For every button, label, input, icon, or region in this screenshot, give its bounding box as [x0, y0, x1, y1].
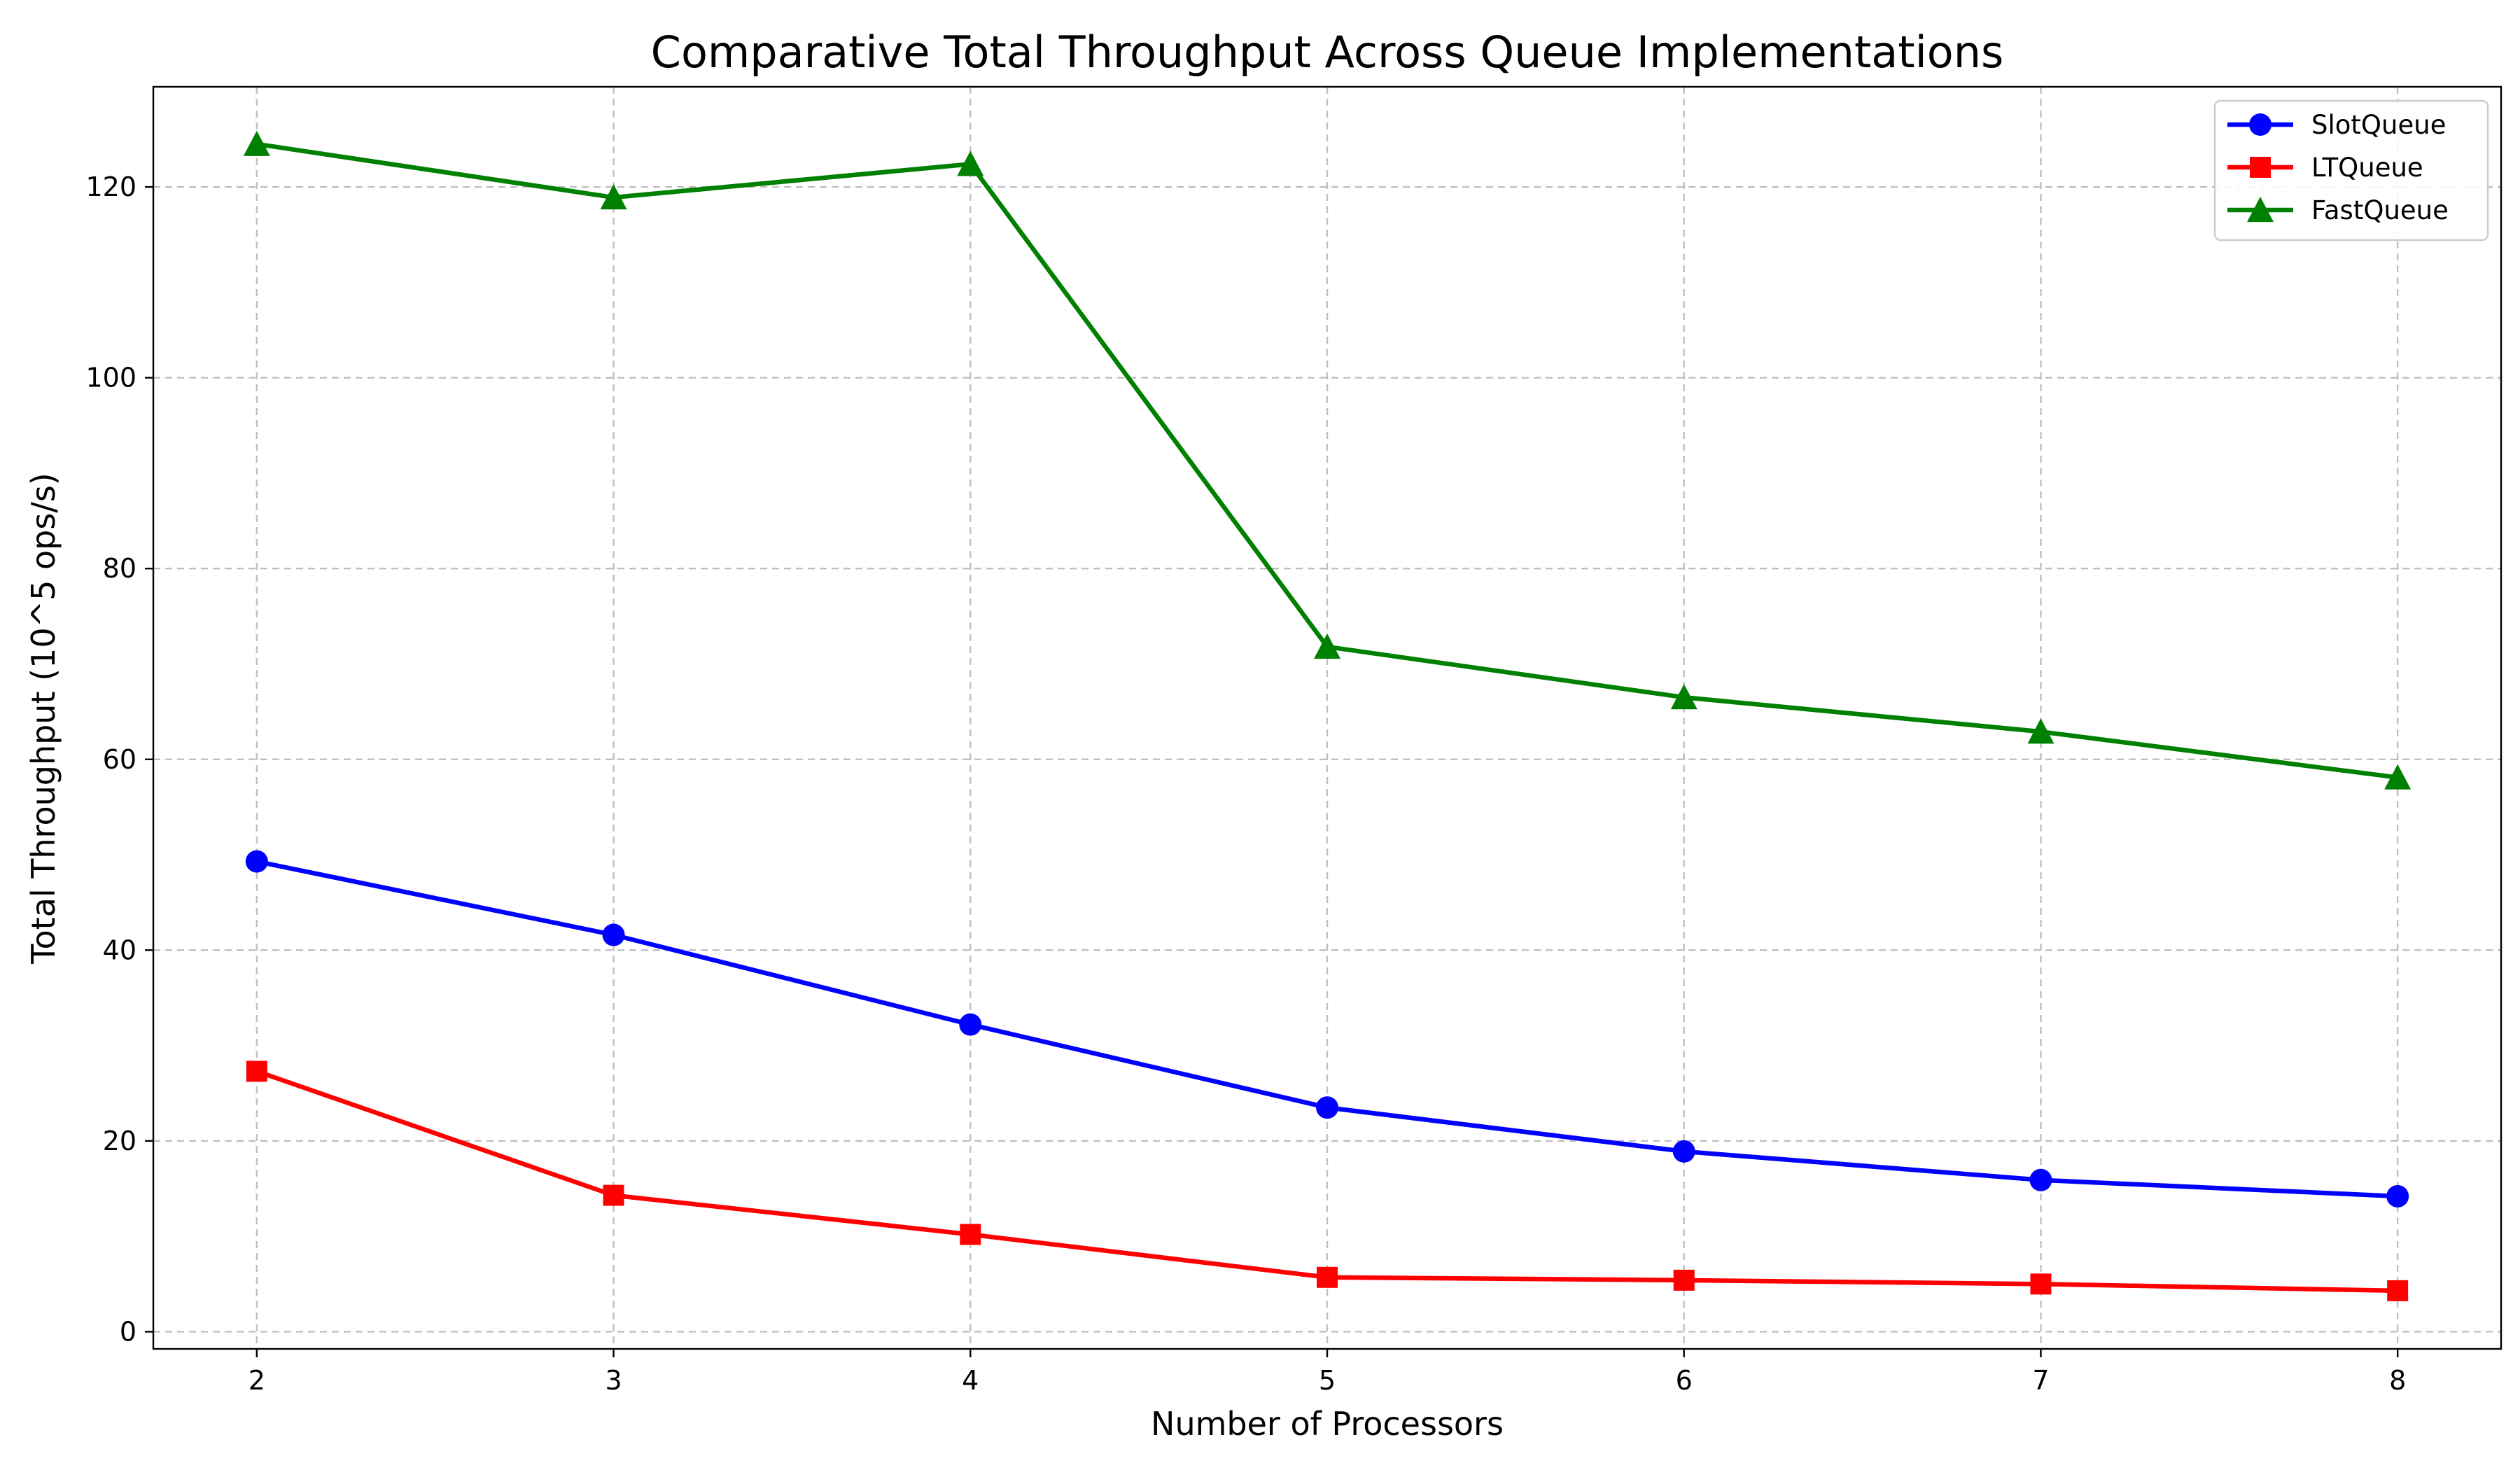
slotqueue-point: [2386, 1184, 2409, 1208]
y-tick-label: 80: [103, 553, 136, 584]
x-tick-label: 4: [962, 1365, 979, 1396]
x-tick-label: 2: [248, 1365, 265, 1396]
legend-marker-slotqueue: [2249, 113, 2272, 136]
fastqueue-point: [2027, 718, 2054, 744]
plot-series: [243, 130, 2412, 1301]
x-tick-label: 6: [1676, 1365, 1693, 1396]
fastqueue-point: [243, 130, 270, 156]
fastqueue-point: [2384, 764, 2412, 790]
ltqueue-point: [246, 1060, 267, 1082]
y-tick-label: 20: [103, 1126, 136, 1156]
legend-marker-ltqueue: [2250, 157, 2271, 178]
fastqueue-point: [1670, 684, 1698, 710]
slotqueue-point: [2029, 1168, 2052, 1191]
slotqueue-point: [602, 923, 625, 946]
legend-label-fastqueue: FastQueue: [2311, 195, 2449, 225]
ltqueue-point: [960, 1224, 981, 1245]
slotqueue-point: [959, 1013, 982, 1036]
legend-label-ltqueue: LTQueue: [2311, 153, 2423, 183]
ltqueue-point: [1673, 1269, 1695, 1291]
series-ltqueue: [246, 1060, 2409, 1301]
x-tick-label: 5: [1319, 1365, 1336, 1396]
fastqueue-point: [957, 150, 984, 176]
x-tick-label: 3: [605, 1365, 622, 1396]
legend-box: [2213, 99, 2489, 241]
slotqueue-point: [1672, 1140, 1695, 1163]
chart-title: Comparative Total Throughput Across Queu…: [651, 27, 2004, 78]
series-slotqueue: [245, 850, 2409, 1208]
fastqueue-point: [1314, 633, 1340, 659]
grid: [153, 87, 2501, 1349]
ltqueue-point: [1317, 1266, 1338, 1288]
y-tick-label: 120: [85, 172, 136, 202]
legend-entry-fastqueue: FastQueue: [2227, 195, 2449, 225]
y-tick-label: 100: [85, 363, 136, 393]
y-axis-label: Total Throughput (10^5 ops/s): [24, 472, 62, 965]
x-tick-label: 7: [2032, 1365, 2049, 1396]
x-tick-label: 8: [2389, 1365, 2406, 1396]
ltqueue-point: [2387, 1280, 2409, 1301]
legend: SlotQueue LTQueue FastQueue: [2213, 99, 2489, 241]
slotqueue-point: [245, 850, 268, 873]
ltqueue-point: [2030, 1273, 2052, 1295]
series-fastqueue: [243, 130, 2412, 790]
fastqueue-point: [600, 184, 627, 210]
slotqueue-point: [1316, 1096, 1338, 1119]
y-tick-label: 0: [120, 1316, 136, 1347]
ltqueue-point: [603, 1184, 624, 1206]
y-tick-label: 40: [103, 934, 136, 965]
x-axis-label: Number of Processors: [1151, 1405, 1504, 1443]
y-tick-label: 60: [103, 744, 136, 775]
legend-label-slotqueue: SlotQueue: [2311, 110, 2446, 140]
legend-marker-fastqueue: [2247, 197, 2274, 223]
legend-entry-ltqueue: LTQueue: [2227, 153, 2423, 183]
legend-entry-slotqueue: SlotQueue: [2227, 110, 2446, 140]
